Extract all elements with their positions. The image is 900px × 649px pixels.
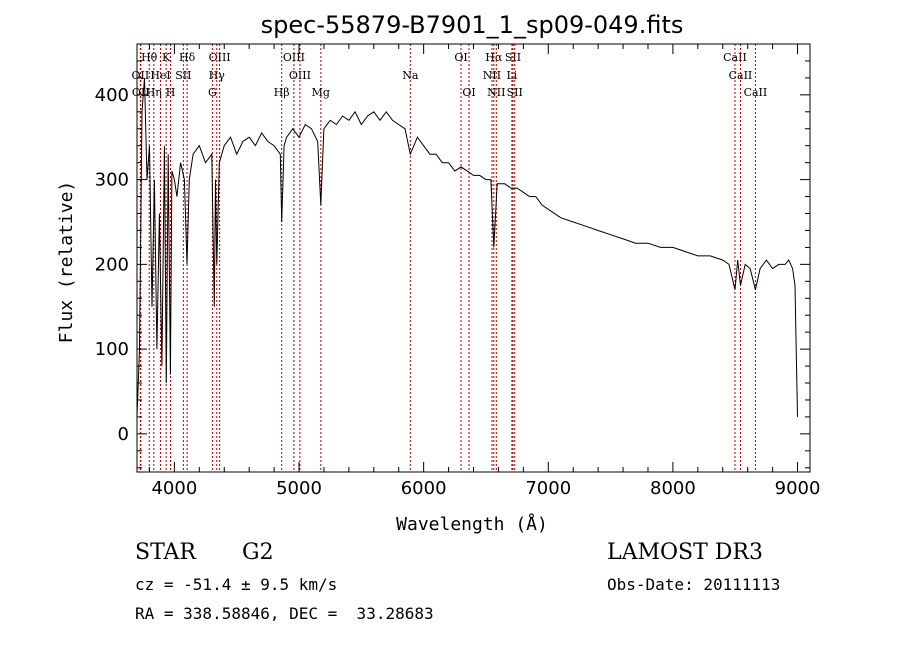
line-marker-label: HeI [150,69,170,82]
line-marker-label: Hη [146,86,162,99]
line-marker-label: Na [402,69,419,82]
line-marker-label: OIII [209,51,231,64]
line-marker-label: Li [506,69,517,82]
y-tick-label: 200 [95,254,129,275]
x-tick-label: 6000 [401,478,447,499]
object-class: STAR [135,540,196,565]
survey-name: LAMOST DR3 [607,540,763,565]
x-tick-label: 8000 [650,478,696,499]
line-marker-label: H [166,86,176,99]
redshift-velocity: cz = -51.4 ± 9.5 km/s [135,575,338,594]
line-marker-label: Mg [312,86,330,99]
line-marker-label: OI [462,86,475,99]
line-marker-label: K [162,51,171,64]
x-tick-label: 4000 [151,478,197,499]
line-marker-label: OIII [289,69,311,82]
line-marker-label: NII [483,69,501,82]
y-axis-label: Flux (relative) [56,181,77,344]
line-marker-label: CaII [729,69,753,82]
line-marker-label: CaII [723,51,747,64]
line-marker-label: SII [175,69,191,82]
plot-frame [136,43,811,473]
x-tick-label: 9000 [775,478,821,499]
x-axis-label: Wavelength (Å) [396,513,548,535]
spectrum-series [136,77,798,417]
line-marker-label: NII [487,86,505,99]
spectrum-chart: spec-55879-B7901_1_sp09-049.fits Hθ K Hδ OI… [56,11,821,535]
x-tick-label: 5000 [276,478,322,499]
y-axis: 0 100 200 300 400 [95,60,810,469]
line-marker-label: Hβ [274,86,290,99]
x-tick-label: 7000 [525,478,571,499]
y-tick-label: 400 [95,85,129,106]
y-tick-label: 0 [118,424,129,445]
line-marker-label: CaII [744,86,768,99]
line-marker-label: SII [507,86,523,99]
observation-date: Obs-Date: 20111113 [607,575,781,594]
y-tick-label: 300 [95,170,129,191]
line-marker-label: G [208,86,217,99]
line-marker-label: Hα [485,51,503,64]
line-marker-label: OI [454,51,467,64]
line-marker-label: SII [505,51,521,64]
chart-title: spec-55879-B7901_1_sp09-049.fits [261,11,684,39]
spectrum-line [136,77,798,417]
line-marker-label: OIII [283,51,305,64]
y-tick-label: 100 [95,339,129,360]
line-marker-label: Hγ [209,69,226,82]
line-marker-label: Hδ [179,51,196,64]
sky-coordinates: RA = 338.58846, DEC = 33.28683 [135,604,434,623]
line-marker-label: Hθ [141,51,158,64]
object-subclass: G2 [242,540,274,565]
x-axis: 4000 5000 6000 7000 8000 9000 [148,44,821,499]
